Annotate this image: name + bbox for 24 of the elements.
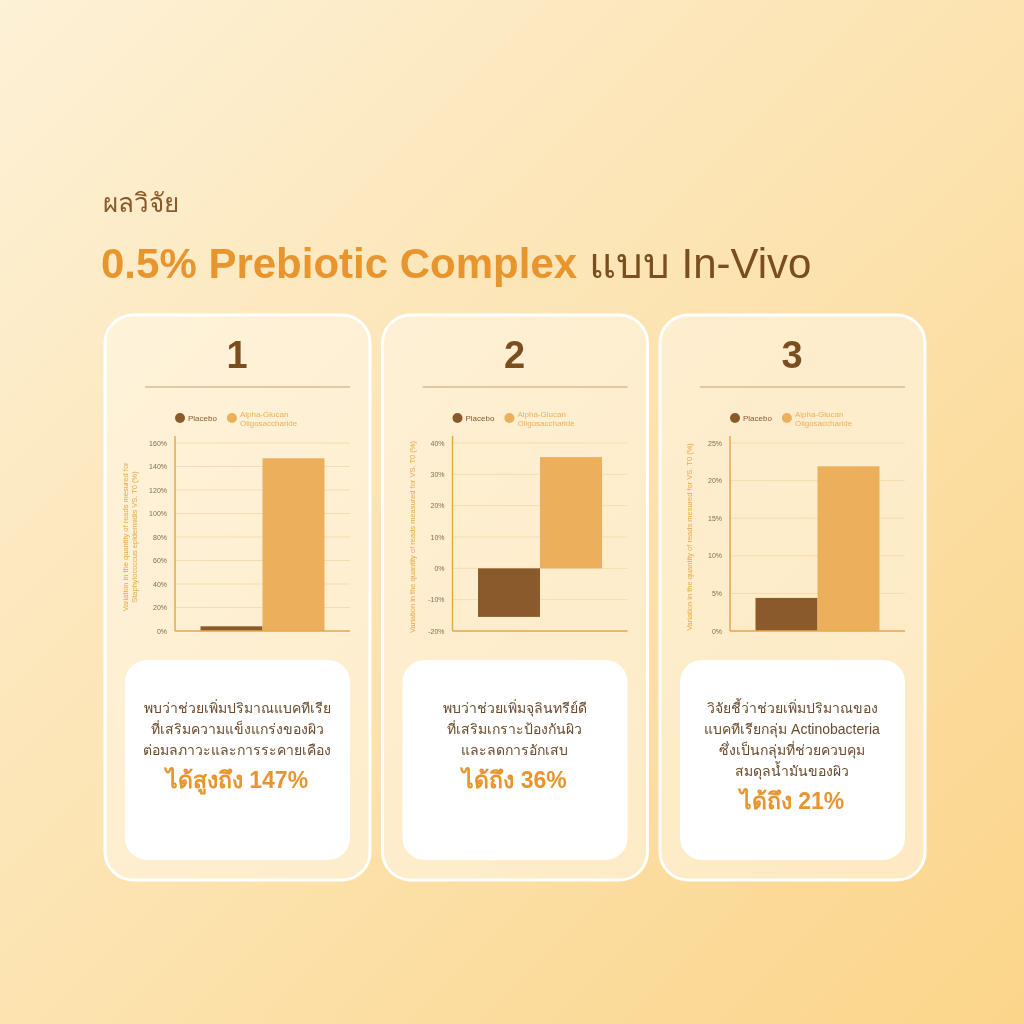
legend-label: Placebo xyxy=(188,414,218,423)
text: 0.5% Prebiotic Complex แบบ In-Vivo xyxy=(101,240,812,287)
legend-label: Alpha-Glucan Oligosaccharide xyxy=(239,409,298,428)
text: พบว่าช่วยเพิ่มจุลินทรีย์ดี xyxy=(442,699,587,717)
text: ผลวิจัย xyxy=(103,188,179,218)
text: ได้ถึง 36% xyxy=(459,766,567,793)
text: ต่อมลภาวะและการระคายเคือง xyxy=(143,742,331,758)
text: ที่เสริมเกราะป้องกันผิว xyxy=(447,720,582,737)
text: ได้สูงถึง 147% xyxy=(162,766,309,795)
text: วิจัยชี้ว่าช่วยเพิ่มปริมาณของ xyxy=(706,698,878,716)
legend-label: Alpha-Glucan Oligosaccharide xyxy=(517,409,576,428)
chart-title: 1 xyxy=(226,334,248,376)
text: และลดการอักเสบ xyxy=(461,742,568,758)
legend-label: Placebo xyxy=(465,414,495,423)
text: ที่เสริมความแข็งแกร่งของผิว xyxy=(150,720,324,737)
text: พบว่าช่วยเพิ่มปริมาณแบคทีเรีย xyxy=(143,699,331,716)
legend-label: Placebo xyxy=(743,414,773,423)
chart-title: 2 xyxy=(503,334,526,376)
legend-label: Alpha-Glucan Oligosaccharide xyxy=(794,409,853,428)
text: สมดุลน้ำมันของผิว xyxy=(735,761,849,780)
text: แบคทีเรียกลุ่ม Actinobacteria xyxy=(704,721,881,738)
chart-title: 3 xyxy=(781,334,803,376)
text: ซึ่งเป็นกลุ่มที่ช่วยควบคุม xyxy=(719,741,865,759)
text: ได้ถึง 21% xyxy=(736,787,845,814)
